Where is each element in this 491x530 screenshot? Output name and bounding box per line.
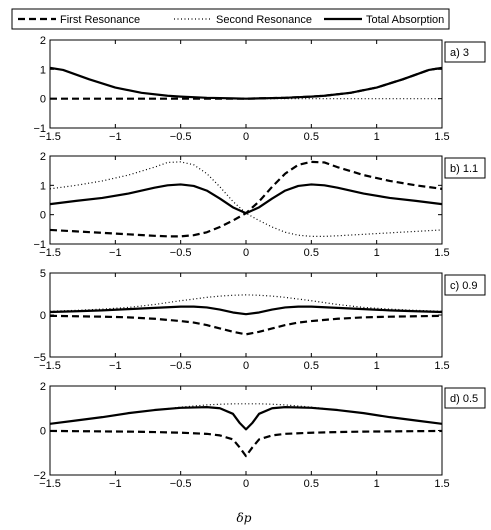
legend-label-second-resonance: Second Resonance bbox=[216, 14, 312, 26]
x-tick-label: 1 bbox=[374, 478, 380, 490]
series-second-resonance bbox=[50, 67, 442, 100]
legend: First Resonance Second Resonance Total A… bbox=[11, 8, 450, 30]
y-tick-label: 2 bbox=[40, 35, 46, 47]
x-tick-label: 1.5 bbox=[434, 360, 449, 372]
x-tick-label: −0.5 bbox=[170, 478, 192, 490]
x-tick-label: −0.5 bbox=[170, 247, 192, 259]
y-tick-label: 2 bbox=[40, 151, 46, 163]
panel-tag-box bbox=[444, 157, 486, 179]
y-tick-label: 5 bbox=[40, 268, 46, 280]
series-second-resonance bbox=[50, 403, 442, 425]
series-first-resonance bbox=[50, 160, 442, 238]
series-first-resonance bbox=[50, 314, 442, 336]
x-tick-label: −0.5 bbox=[170, 131, 192, 143]
x-tick-label: −1.5 bbox=[39, 360, 61, 372]
y-tick-label: −5 bbox=[33, 352, 46, 364]
panel-4: −1.5 −1 −0.5 0 0.5 1 1.5 −2 0 2 d) 0.5 bbox=[33, 381, 486, 490]
panel-3: −1.5 −1 −0.5 0 0.5 1 1.5 −5 0 5 c) 0.9 bbox=[33, 268, 486, 372]
x-tick-label: −1 bbox=[109, 131, 122, 143]
panel-tag-box bbox=[444, 41, 486, 63]
y-tick-label: 1 bbox=[40, 64, 46, 76]
series-first-resonance bbox=[50, 429, 442, 458]
x-tick-label: 0 bbox=[243, 131, 249, 143]
panel-tag-box bbox=[444, 387, 486, 409]
x-tick-label: 1.5 bbox=[434, 247, 449, 259]
panel-tag-label: c) 0.9 bbox=[450, 280, 478, 292]
series-first-resonance bbox=[50, 66, 442, 100]
x-tick-label: 0.5 bbox=[304, 131, 319, 143]
panel-tag-label: a) 3 bbox=[450, 47, 469, 59]
y-tick-label: −2 bbox=[33, 470, 46, 482]
x-tick-label: 0.5 bbox=[304, 478, 319, 490]
x-tick-label: −1.5 bbox=[39, 131, 61, 143]
x-tick-label: 0 bbox=[243, 247, 249, 259]
panel-tag-label: d) 0.5 bbox=[450, 393, 478, 405]
x-tick-label: 0.5 bbox=[304, 360, 319, 372]
panel-tag-label: b) 1.1 bbox=[450, 163, 478, 175]
x-tick-label: −1 bbox=[109, 478, 122, 490]
panel-tag-box bbox=[444, 274, 486, 296]
x-tick-label: 0.5 bbox=[304, 247, 319, 259]
y-tick-label: −1 bbox=[33, 239, 46, 251]
series-total-absorption bbox=[50, 66, 442, 100]
legend-label-total-absorption: Total Absorption bbox=[366, 14, 444, 26]
x-tick-label: 0 bbox=[243, 478, 249, 490]
y-tick-label: 1 bbox=[40, 180, 46, 192]
x-tick-label: 1 bbox=[374, 360, 380, 372]
y-tick-label: 0 bbox=[40, 94, 46, 106]
x-tick-label: 1.5 bbox=[434, 478, 449, 490]
x-tick-label: −1 bbox=[109, 360, 122, 372]
x-tick-label: 1.5 bbox=[434, 131, 449, 143]
x-tick-label: 1 bbox=[374, 131, 380, 143]
series-total-absorption bbox=[50, 305, 442, 316]
y-tick-label: 0 bbox=[40, 426, 46, 438]
plot-frame bbox=[49, 155, 443, 245]
legend-box bbox=[11, 8, 450, 30]
legend-label-first-resonance: First Resonance bbox=[60, 14, 140, 26]
x-tick-label: −1 bbox=[109, 247, 122, 259]
x-tick-label: 0 bbox=[243, 360, 249, 372]
x-tick-label: 1 bbox=[374, 247, 380, 259]
series-total-absorption bbox=[50, 406, 442, 431]
y-tick-label: 0 bbox=[40, 310, 46, 322]
plot-frame bbox=[49, 39, 443, 129]
series-total-absorption bbox=[50, 183, 442, 215]
y-tick-label: −1 bbox=[33, 123, 46, 135]
x-axis-label: δp bbox=[237, 511, 252, 525]
series-second-resonance bbox=[50, 161, 442, 237]
x-tick-label: −1.5 bbox=[39, 247, 61, 259]
y-tick-label: 2 bbox=[40, 381, 46, 393]
x-tick-label: −0.5 bbox=[170, 360, 192, 372]
series-second-resonance bbox=[50, 294, 442, 312]
y-tick-label: 0 bbox=[40, 210, 46, 222]
x-tick-label: −1.5 bbox=[39, 478, 61, 490]
